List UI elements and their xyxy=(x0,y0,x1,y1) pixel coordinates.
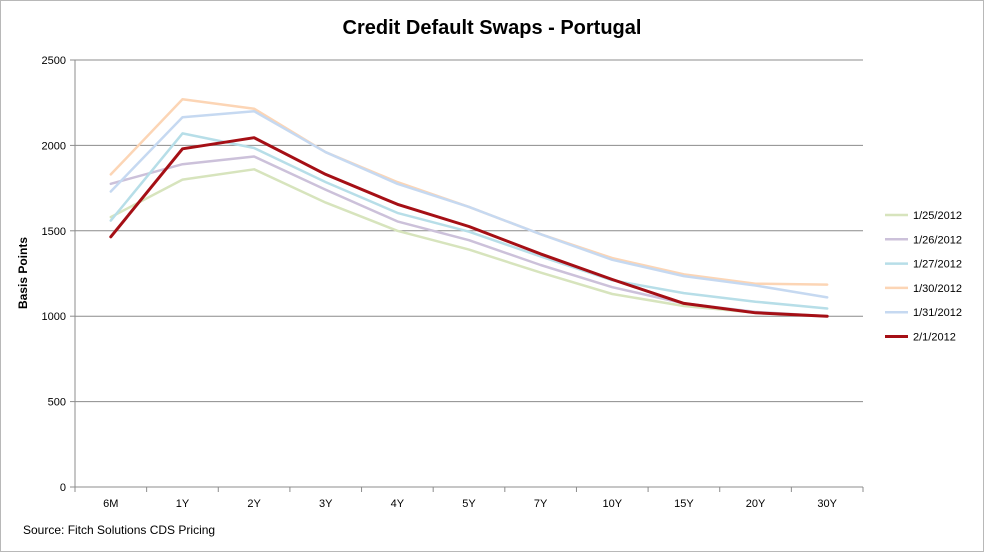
series-line-1-27-2012 xyxy=(109,132,829,310)
y-tick-label: 1000 xyxy=(42,311,66,323)
x-tick-label: 15Y xyxy=(674,498,694,510)
y-tick-label: 1500 xyxy=(42,226,66,238)
x-tick-label: 3Y xyxy=(319,498,333,510)
y-tick-label: 500 xyxy=(48,397,66,409)
grid-lines xyxy=(70,59,863,488)
x-tick-label: 20Y xyxy=(746,498,766,510)
source-note: Source: Fitch Solutions CDS Pricing xyxy=(23,523,215,537)
x-tick-label: 7Y xyxy=(534,498,548,510)
x-tick-labels: 6M 1Y 2Y 3Y 4Y 5Y 7Y 10Y 15Y 20Y 30Y xyxy=(103,498,837,510)
series-line-1-26-2012 xyxy=(109,155,829,318)
axes xyxy=(74,60,864,492)
legend-label: 1/30/2012 xyxy=(913,283,962,295)
legend-label: 1/27/2012 xyxy=(913,259,962,271)
x-tick-label: 6M xyxy=(103,498,118,510)
x-tick-label: 4Y xyxy=(391,498,405,510)
x-tick-label: 5Y xyxy=(462,498,476,510)
series-lines xyxy=(109,98,829,318)
series-line-1-25-2012 xyxy=(109,168,829,318)
chart-title: Credit Default Swaps - Portugal xyxy=(343,17,642,39)
series-line-1-30-2012 xyxy=(109,98,829,286)
y-tick-labels: 0 500 1000 1500 2000 2500 xyxy=(42,55,66,494)
y-axis-label: Basis Points xyxy=(16,237,30,309)
x-tick-label: 30Y xyxy=(817,498,837,510)
x-tick-label: 2Y xyxy=(247,498,261,510)
legend-label: 1/26/2012 xyxy=(913,234,962,246)
series-line-1-31-2012 xyxy=(109,109,829,299)
y-tick-label: 2500 xyxy=(42,55,66,67)
y-tick-label: 2000 xyxy=(42,140,66,152)
legend-label: 1/25/2012 xyxy=(913,210,962,222)
legend-label: 2/1/2012 xyxy=(913,332,956,344)
series-line-2-1-2012 xyxy=(109,136,829,318)
x-tick-label: 10Y xyxy=(602,498,622,510)
legend: 1/25/2012 1/26/2012 1/27/2012 1/30/2012 1/31… xyxy=(885,210,962,344)
x-tick-label: 1Y xyxy=(176,498,190,510)
y-tick-label: 0 xyxy=(60,482,66,494)
legend-label: 1/31/2012 xyxy=(913,307,962,319)
